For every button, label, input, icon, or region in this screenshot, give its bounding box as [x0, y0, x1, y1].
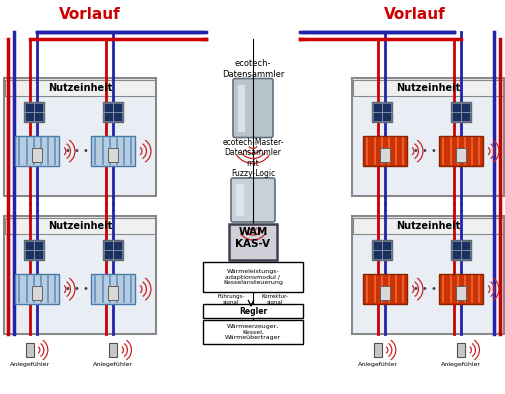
Bar [24, 102, 44, 122]
Bar [351, 216, 503, 334]
Bar [380, 148, 390, 162]
Bar [352, 218, 502, 234]
Text: Führungs-
signal: Führungs- signal [217, 294, 244, 305]
FancyBboxPatch shape [232, 78, 273, 138]
Text: Anlegefühler: Anlegefühler [93, 362, 133, 367]
Bar [203, 262, 302, 292]
Bar [203, 304, 302, 318]
Text: Regler: Regler [238, 307, 267, 316]
Bar [203, 320, 302, 344]
FancyBboxPatch shape [231, 178, 274, 222]
Bar [438, 274, 482, 304]
Bar [438, 136, 482, 166]
Bar [372, 102, 391, 122]
Text: • • •: • • • [65, 146, 89, 156]
Bar [103, 240, 123, 260]
Bar [4, 78, 156, 196]
Bar [5, 218, 155, 234]
Bar [373, 241, 391, 259]
Text: • • •: • • • [65, 284, 89, 294]
Bar [24, 240, 44, 260]
Bar [25, 103, 43, 121]
Bar [26, 343, 34, 357]
Bar [91, 274, 135, 304]
Bar [451, 103, 470, 121]
Text: Anlegefühler: Anlegefühler [10, 362, 50, 367]
Text: Nutzeinheit: Nutzeinheit [395, 83, 459, 93]
Bar [235, 184, 243, 216]
Bar [16, 136, 59, 166]
Bar [456, 286, 466, 300]
Bar [103, 102, 123, 122]
Bar [91, 136, 135, 166]
Bar [380, 286, 390, 300]
Bar [4, 216, 156, 334]
Text: • • •: • • • [412, 284, 436, 294]
Bar [352, 80, 502, 96]
Text: Nutzeinheit: Nutzeinheit [395, 221, 459, 231]
Bar [32, 286, 42, 300]
Text: • • •: • • • [412, 146, 436, 156]
Bar [451, 241, 470, 259]
Bar [108, 286, 118, 300]
Text: Anlegefühler: Anlegefühler [440, 362, 481, 367]
Bar [237, 84, 244, 132]
Text: Wärmeleistungs-
adaptionsmodul /
Kesselansteuerung: Wärmeleistungs- adaptionsmodul / Kessela… [223, 269, 282, 285]
Bar [457, 343, 465, 357]
Bar [16, 274, 59, 304]
Bar [351, 78, 503, 196]
Text: ecotech-
Datensammler: ecotech- Datensammler [221, 59, 284, 78]
Text: Nutzeinheit: Nutzeinheit [48, 221, 112, 231]
Bar [456, 148, 466, 162]
Bar [450, 240, 471, 260]
Text: WAM
KAS-V: WAM KAS-V [235, 227, 270, 249]
Bar [25, 241, 43, 259]
Bar [104, 241, 122, 259]
Bar [450, 102, 471, 122]
Bar [32, 148, 42, 162]
Bar [372, 240, 391, 260]
Text: ecotech-Master-
Datensammler
mit
Fuzzy-Logic: ecotech-Master- Datensammler mit Fuzzy-L… [222, 138, 283, 178]
Bar [373, 103, 391, 121]
Bar [229, 224, 276, 260]
Bar [108, 148, 118, 162]
Text: Vorlauf: Vorlauf [59, 6, 121, 22]
Bar [5, 80, 155, 96]
Text: Anlegefühler: Anlegefühler [357, 362, 397, 367]
Bar [373, 343, 381, 357]
Bar [104, 103, 122, 121]
Text: Korrektur-
signal: Korrektur- signal [261, 294, 288, 305]
Text: Nutzeinheit: Nutzeinheit [48, 83, 112, 93]
Text: Vorlauf: Vorlauf [383, 6, 445, 22]
Bar [109, 343, 117, 357]
Text: Wärmeerzeuger,
Kessel,
Wärmeübertrager: Wärmeerzeuger, Kessel, Wärmeübertrager [225, 324, 280, 340]
Bar [363, 136, 407, 166]
Bar [363, 274, 407, 304]
